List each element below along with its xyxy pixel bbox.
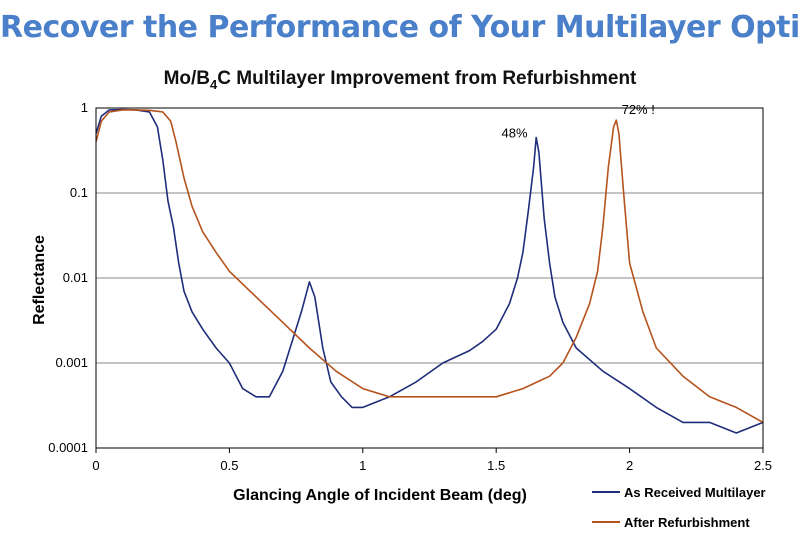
y-tick-label: 0.001 — [55, 355, 88, 370]
x-tick-label: 2.5 — [754, 458, 772, 473]
y-tick-label: 0.0001 — [48, 440, 88, 455]
y-axis-label: Reflectance — [31, 235, 48, 325]
x-tick-label: 1.5 — [487, 458, 505, 473]
y-tick-label: 0.1 — [70, 185, 88, 200]
chart-legend: As Received Multilayer After Refurbishme… — [592, 485, 766, 530]
series-line-as-received — [95, 108, 764, 434]
x-tick-label: 2 — [626, 458, 633, 473]
legend-label-after-refurbishment: After Refurbishment — [624, 515, 750, 530]
y-axis-ticks: 1 0.1 0.01 0.001 0.0001 — [48, 100, 88, 455]
peak-annotation: 72% ! — [622, 102, 655, 117]
x-tick-label: 0.5 — [220, 458, 238, 473]
chart-title: Mo/B4C Multilayer Improvement from Refur… — [163, 68, 637, 92]
plot-frame — [95, 107, 764, 449]
peak-annotation: 48% — [502, 125, 528, 140]
page-banner: Recover the Performance of Your Multilay… — [0, 10, 800, 45]
x-axis-label: Glancing Angle of Incident Beam (deg) — [233, 487, 527, 504]
legend-label-as-received: As Received Multilayer — [624, 485, 766, 500]
x-axis-ticks: 0 0.5 1 1.5 2 2.5 — [92, 448, 772, 473]
y-tick-label: 0.01 — [63, 270, 88, 285]
series-line-after-refurbishment — [95, 109, 764, 424]
series-layer — [95, 108, 764, 434]
x-tick-label: 1 — [359, 458, 366, 473]
chart-annotations: 48% 72% ! — [502, 102, 655, 140]
x-tick-label: 0 — [92, 458, 99, 473]
y-tick-label: 1 — [81, 100, 88, 115]
